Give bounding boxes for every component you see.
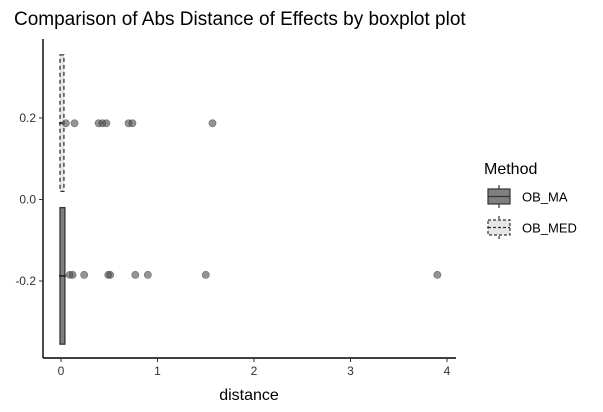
outlier-point <box>143 270 152 279</box>
legend-label: OB_MED <box>522 221 577 236</box>
y-tick-label: -0.2 <box>15 274 36 288</box>
outlier-point <box>131 270 140 279</box>
x-tick-label: 3 <box>347 364 354 378</box>
outlier-point <box>128 119 137 128</box>
legend-item-ob-med: OB_MED <box>487 216 577 239</box>
outlier-point <box>106 270 115 279</box>
x-axis-title: distance <box>219 387 279 404</box>
legend: Method OB_MA OB_MED <box>484 161 577 239</box>
outlier-point <box>102 119 111 128</box>
x-tick-label: 0 <box>58 364 65 378</box>
x-axis: 0 1 2 3 4 <box>43 357 456 378</box>
legend-title: Method <box>484 161 537 178</box>
legend-item-ob-ma: OB_MA <box>487 185 568 208</box>
x-tick-label: 1 <box>154 364 161 378</box>
chart-title: Comparison of Abs Distance of Effects by… <box>14 9 466 30</box>
outlier-point <box>68 270 77 279</box>
y-tick-label: 0.2 <box>19 111 36 125</box>
outlier-point <box>208 119 217 128</box>
y-tick-label: 0.0 <box>19 193 36 207</box>
x-tick-label: 2 <box>251 364 258 378</box>
y-axis: -0.2 0.0 0.2 <box>15 39 44 358</box>
legend-label: OB_MA <box>522 190 568 205</box>
x-tick-label: 4 <box>444 364 451 378</box>
outlier-point <box>433 270 442 279</box>
outlier-point <box>201 270 210 279</box>
outlier-point <box>61 119 70 128</box>
outlier-point <box>80 270 89 279</box>
plot-area <box>59 54 442 345</box>
outlier-point <box>70 119 79 128</box>
